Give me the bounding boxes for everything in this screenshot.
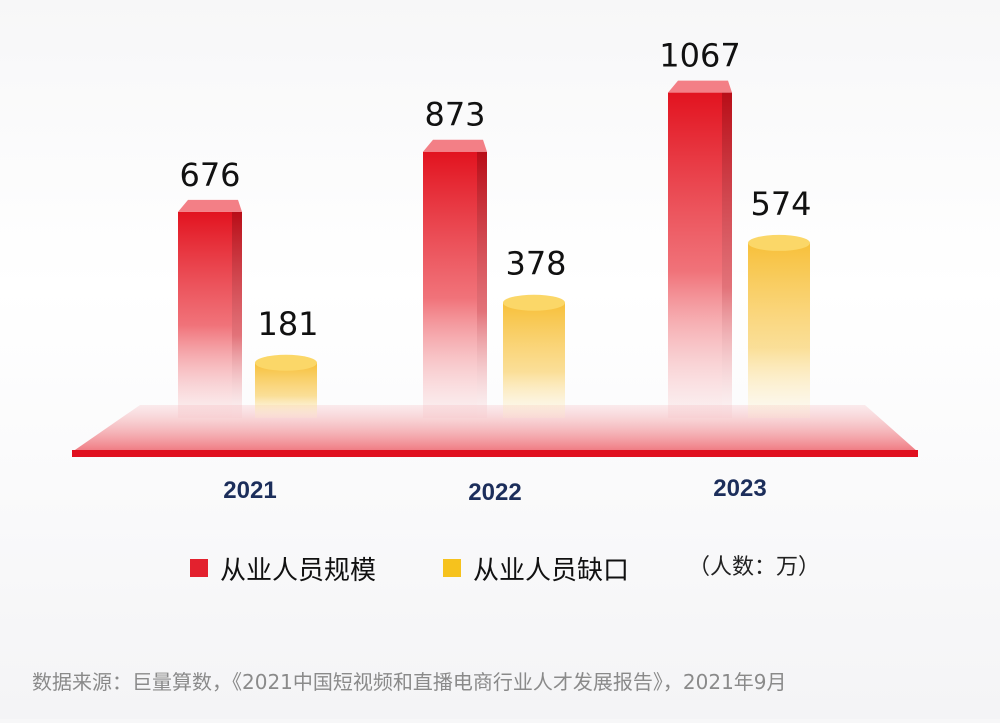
bar-scale-side-2022 <box>477 151 487 419</box>
legend: 从业人员规模 从业人员缺口 （人数：万） <box>190 546 890 590</box>
bar-gap-top-2023 <box>748 234 810 251</box>
bar-scale-top-2021 <box>178 199 242 212</box>
legend-swatch-yellow <box>443 559 461 577</box>
category-label-2022: 2022 <box>468 479 521 506</box>
bar-gap-top-2022 <box>503 294 565 311</box>
bar-gap-2021 <box>255 362 317 418</box>
bar-gap-top-2021 <box>255 354 317 371</box>
bar-scale-2021 <box>178 211 232 418</box>
bar-gap-2022 <box>503 302 565 418</box>
source-note: 数据来源：巨量算数，《2021中国短视频和直播电商行业人才发展报告》，2021年… <box>32 670 787 694</box>
legend-label-gap: 从业人员缺口 <box>473 555 630 586</box>
label-scale-2021: 676 <box>179 156 240 194</box>
legend-swatch-red <box>190 559 208 577</box>
legend-unit: （人数：万） <box>688 555 821 580</box>
label-scale-2023: 1067 <box>659 37 740 75</box>
label-gap-2023: 574 <box>750 185 811 223</box>
bar-scale-side-2023 <box>722 92 732 418</box>
label-scale-2022: 873 <box>424 96 485 134</box>
label-gap-2021: 181 <box>257 305 318 343</box>
label-gap-2022: 378 <box>505 245 566 283</box>
bar-scale-side-2021 <box>232 211 242 418</box>
bar-scale-top-2023 <box>668 80 732 93</box>
category-label-2023: 2023 <box>713 475 766 502</box>
bar-scale-2022 <box>423 151 477 419</box>
legend-label-scale: 从业人员规模 <box>220 555 377 586</box>
bar-gap-2023 <box>748 242 810 418</box>
category-label-2021: 2021 <box>223 477 276 504</box>
legend-item-scale: 从业人员规模 <box>190 546 376 590</box>
baseline-bar <box>72 450 918 457</box>
bar-scale-2023 <box>668 92 722 418</box>
legend-item-gap: 从业人员缺口 <box>443 546 629 590</box>
bar-scale-top-2022 <box>423 139 487 152</box>
